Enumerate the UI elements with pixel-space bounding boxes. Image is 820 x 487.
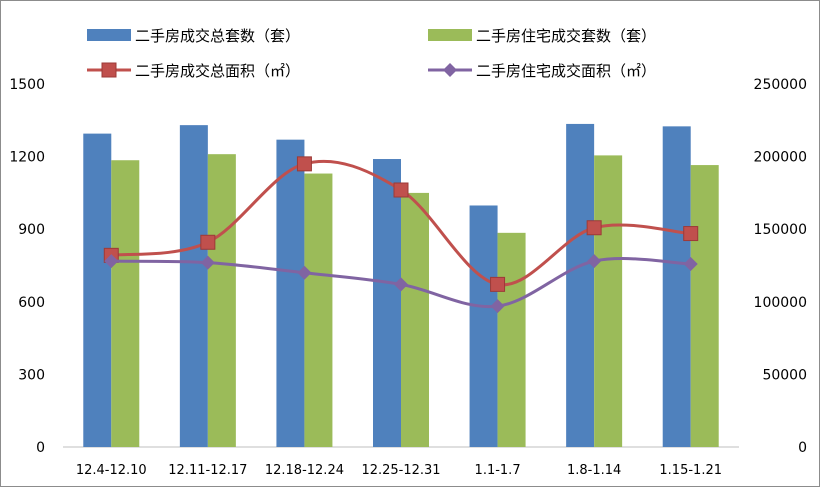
bar-total-units xyxy=(469,205,498,447)
right-axis-tick-label: 200000 xyxy=(754,150,807,166)
marker-residential-area xyxy=(297,265,312,280)
legend-swatch xyxy=(428,29,472,41)
left-axis-tick-label: 900 xyxy=(18,222,45,238)
legend-label: 二手房成交总套数（套） xyxy=(135,27,300,45)
legend: 二手房成交总套数（套） 二手房住宅成交套数（套） 二手房成交总面积（㎡） 二手房住宅成… xyxy=(87,27,656,80)
bar-total-units xyxy=(276,139,305,447)
bar-total-units xyxy=(566,123,595,448)
marker-residential-area xyxy=(587,254,602,269)
right-axis-tick-label: 50000 xyxy=(762,367,807,383)
marker-residential-area xyxy=(490,299,505,314)
bar-residential-units xyxy=(304,173,333,448)
marker-residential-area xyxy=(683,257,698,272)
bar-residential-units xyxy=(594,155,623,447)
bar-total-units xyxy=(179,125,208,447)
marker-total-area xyxy=(683,226,699,242)
bar-residential-units xyxy=(111,160,140,448)
bar-residential-units xyxy=(690,165,719,447)
right-axis-tick-label: 100000 xyxy=(754,295,807,311)
bar-residential-units xyxy=(497,232,526,447)
marker-total-area xyxy=(393,182,409,198)
x-axis-tick-label: 1.15-1.21 xyxy=(659,463,722,478)
marker-residential-area xyxy=(104,254,119,269)
bar-total-units xyxy=(83,133,112,448)
legend-label: 二手房成交总面积（㎡） xyxy=(135,62,300,80)
x-axis-tick-label: 12.18-12.24 xyxy=(265,463,344,478)
legend-label: 二手房住宅成交套数（套） xyxy=(476,27,656,45)
marker-total-area xyxy=(200,234,216,250)
left-axis-tick-label: 1500 xyxy=(9,77,45,93)
x-axis-tick-label: 12.11-12.17 xyxy=(168,463,247,478)
marker-total-area xyxy=(296,156,312,172)
x-axis-tick-label: 1.8-1.14 xyxy=(567,463,621,478)
left-axis-tick-label: 0 xyxy=(36,440,45,456)
left-axis-tick-label: 1200 xyxy=(9,150,45,166)
x-axis-tick-label: 1.1-1.7 xyxy=(475,463,521,478)
right-axis-tick-label: 150000 xyxy=(754,222,807,238)
right-axis-tick-label: 0 xyxy=(798,440,807,456)
marker-total-area xyxy=(586,220,602,236)
marker-residential-area xyxy=(394,277,408,292)
legend-marker xyxy=(443,63,457,77)
marker-residential-area xyxy=(200,255,215,270)
legend-label: 二手房住宅成交面积（㎡） xyxy=(476,62,656,80)
legend-swatch xyxy=(87,29,131,41)
bar-residential-units xyxy=(207,154,236,447)
bar-residential-units xyxy=(401,192,429,447)
left-axis-tick-label: 600 xyxy=(18,295,45,311)
right-axis-tick-label: 250000 xyxy=(754,77,807,93)
marker-total-area xyxy=(490,276,506,292)
x-axis-tick-label: 12.25-12.31 xyxy=(361,463,440,478)
bar-total-units xyxy=(662,126,691,447)
x-axis-tick-label: 12.4-12.10 xyxy=(76,463,147,478)
left-axis-tick-label: 300 xyxy=(18,367,45,383)
plot-area: 0 300 600 900 1200 1500 0 50000 100000 150000 2000… xyxy=(9,77,807,478)
legend-marker xyxy=(101,62,117,78)
bar-total-units xyxy=(373,159,401,447)
